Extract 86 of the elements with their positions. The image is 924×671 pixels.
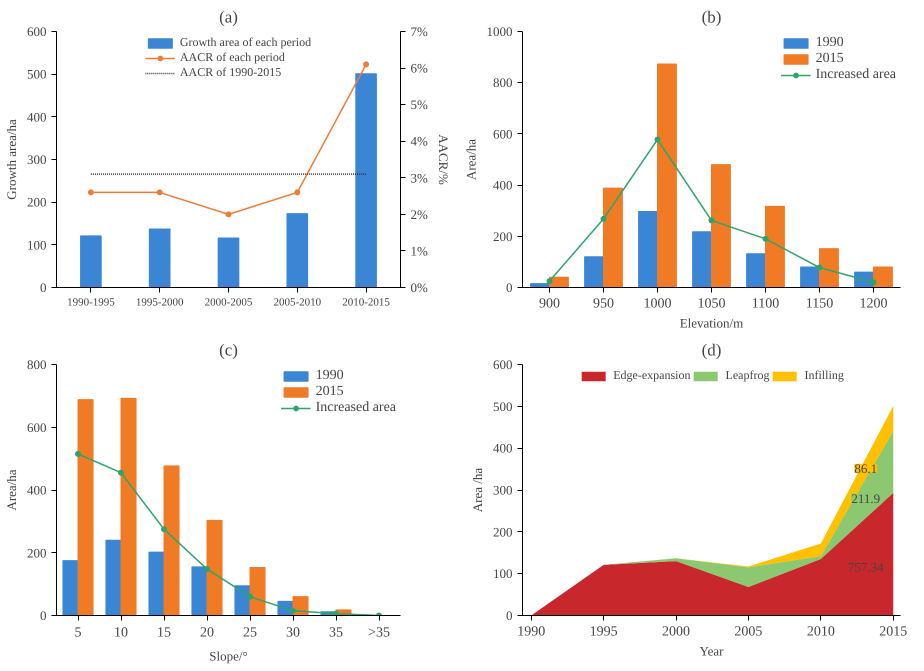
legend-label: Growth area of each period [180, 35, 312, 50]
x-tick-label: 2000-2005 [204, 296, 253, 308]
y-tick-label: 500 [493, 398, 512, 414]
y-tick-label: 300 [493, 482, 512, 498]
chart-title: (a) [219, 8, 238, 26]
x-tick-label: 35 [329, 626, 343, 640]
y-tick-label: 500 [27, 66, 46, 82]
y2-axis-title: AACR/% [436, 134, 451, 185]
y-tick-label: 800 [493, 75, 512, 90]
x-tick-label: 20 [200, 626, 214, 640]
legend-label: 2015 [316, 384, 344, 400]
x-tick-label: 25 [243, 626, 257, 640]
legend-label: Increased area [316, 400, 396, 416]
y-tick-label: 0 [40, 280, 46, 295]
annotation: 211.9 [851, 490, 880, 506]
x-tick-label: 5 [74, 626, 82, 640]
x-tick-label: 2005-2010 [273, 296, 322, 308]
annotation: 86.1 [854, 460, 878, 476]
x-tick-label: 2010-2015 [342, 296, 390, 308]
x-axis-title: Elevation/m [680, 316, 744, 330]
x-tick-label: 1100 [752, 296, 780, 312]
y-tick-label: 1000 [486, 24, 512, 39]
y2-tick-label: 3% [410, 170, 428, 186]
x-tick-label: 1000 [644, 296, 672, 312]
y2-tick-label: 5% [410, 97, 428, 112]
y-tick-label: 400 [27, 109, 46, 124]
legend-label: AACR of each period [180, 50, 285, 65]
x-tick-label: 2000 [662, 624, 690, 640]
y2-tick-label: 4% [410, 134, 428, 149]
y-tick-label: 300 [27, 152, 46, 167]
y-tick-label: 200 [27, 545, 46, 560]
legend-label: Infilling [804, 368, 844, 383]
chart-title: (b) [702, 8, 722, 26]
x-tick-label: 15 [157, 626, 171, 640]
y-axis-title: Area/ha [464, 138, 478, 180]
y-tick-label: 600 [493, 126, 512, 142]
x-tick-label: 1990-1995 [67, 296, 116, 308]
x-tick-label: 1050 [698, 296, 726, 312]
legend-label: AACR of 1990-2015 [180, 65, 282, 80]
x-tick-label: >35 [368, 626, 390, 640]
y2-tick-label: 6% [410, 60, 428, 76]
chart-title: (d) [702, 340, 722, 360]
legend-label: Increased area [816, 67, 896, 83]
y-tick-label: 600 [27, 420, 46, 435]
y-tick-label: 200 [493, 228, 512, 244]
y-tick-label: 400 [493, 440, 512, 456]
y-axis-title: Area /ha [470, 468, 485, 512]
x-tick-label: 1995 [590, 624, 618, 640]
x-tick-label: 2005 [734, 624, 762, 640]
y-tick-label: 0 [506, 608, 512, 623]
x-tick-label: 30 [286, 626, 300, 640]
x-axis-title: Year [700, 644, 724, 658]
y-tick-label: 0 [40, 608, 46, 623]
legend-label: 1990 [816, 35, 844, 51]
x-axis-title: Slope/° [209, 648, 248, 664]
x-tick-label: 2015 [879, 624, 908, 640]
chart-title: (c) [219, 340, 238, 360]
y2-tick-label: 2% [410, 206, 428, 222]
y2-tick-label: 1% [410, 243, 428, 258]
x-tick-label: 1150 [806, 296, 834, 312]
y-tick-label: 800 [27, 357, 46, 372]
y-tick-label: 400 [493, 178, 512, 193]
y-axis-title: Growth area/ha [4, 119, 19, 200]
y-tick-label: 600 [27, 24, 46, 39]
annotation: 757.34 [848, 559, 884, 574]
y-tick-label: 100 [27, 237, 46, 252]
x-tick-label: 2010 [806, 624, 835, 640]
x-tick-label: 900 [539, 296, 560, 312]
legend-label: 1990 [316, 368, 344, 384]
y-tick-label: 100 [493, 566, 512, 582]
legend-label: Edge-expansion [613, 368, 690, 383]
y-tick-label: 200 [27, 194, 46, 210]
y-tick-label: 600 [493, 357, 512, 372]
x-tick-label: 1200 [860, 296, 888, 312]
x-tick-label: 1995-2000 [136, 296, 184, 308]
legend-label: 2015 [816, 51, 844, 67]
x-tick-label: 950 [593, 296, 614, 312]
y-tick-label: 200 [493, 524, 512, 540]
y2-tick-label: 0% [410, 280, 428, 295]
legend-label: Leapfrog [726, 368, 770, 383]
x-tick-label: 10 [114, 626, 128, 640]
y-axis-title: Area/ha [4, 469, 19, 511]
y-tick-label: 0 [506, 280, 512, 295]
y-tick-label: 400 [27, 482, 46, 498]
x-tick-label: 1990 [517, 624, 546, 640]
y2-tick-label: 7% [410, 24, 428, 39]
